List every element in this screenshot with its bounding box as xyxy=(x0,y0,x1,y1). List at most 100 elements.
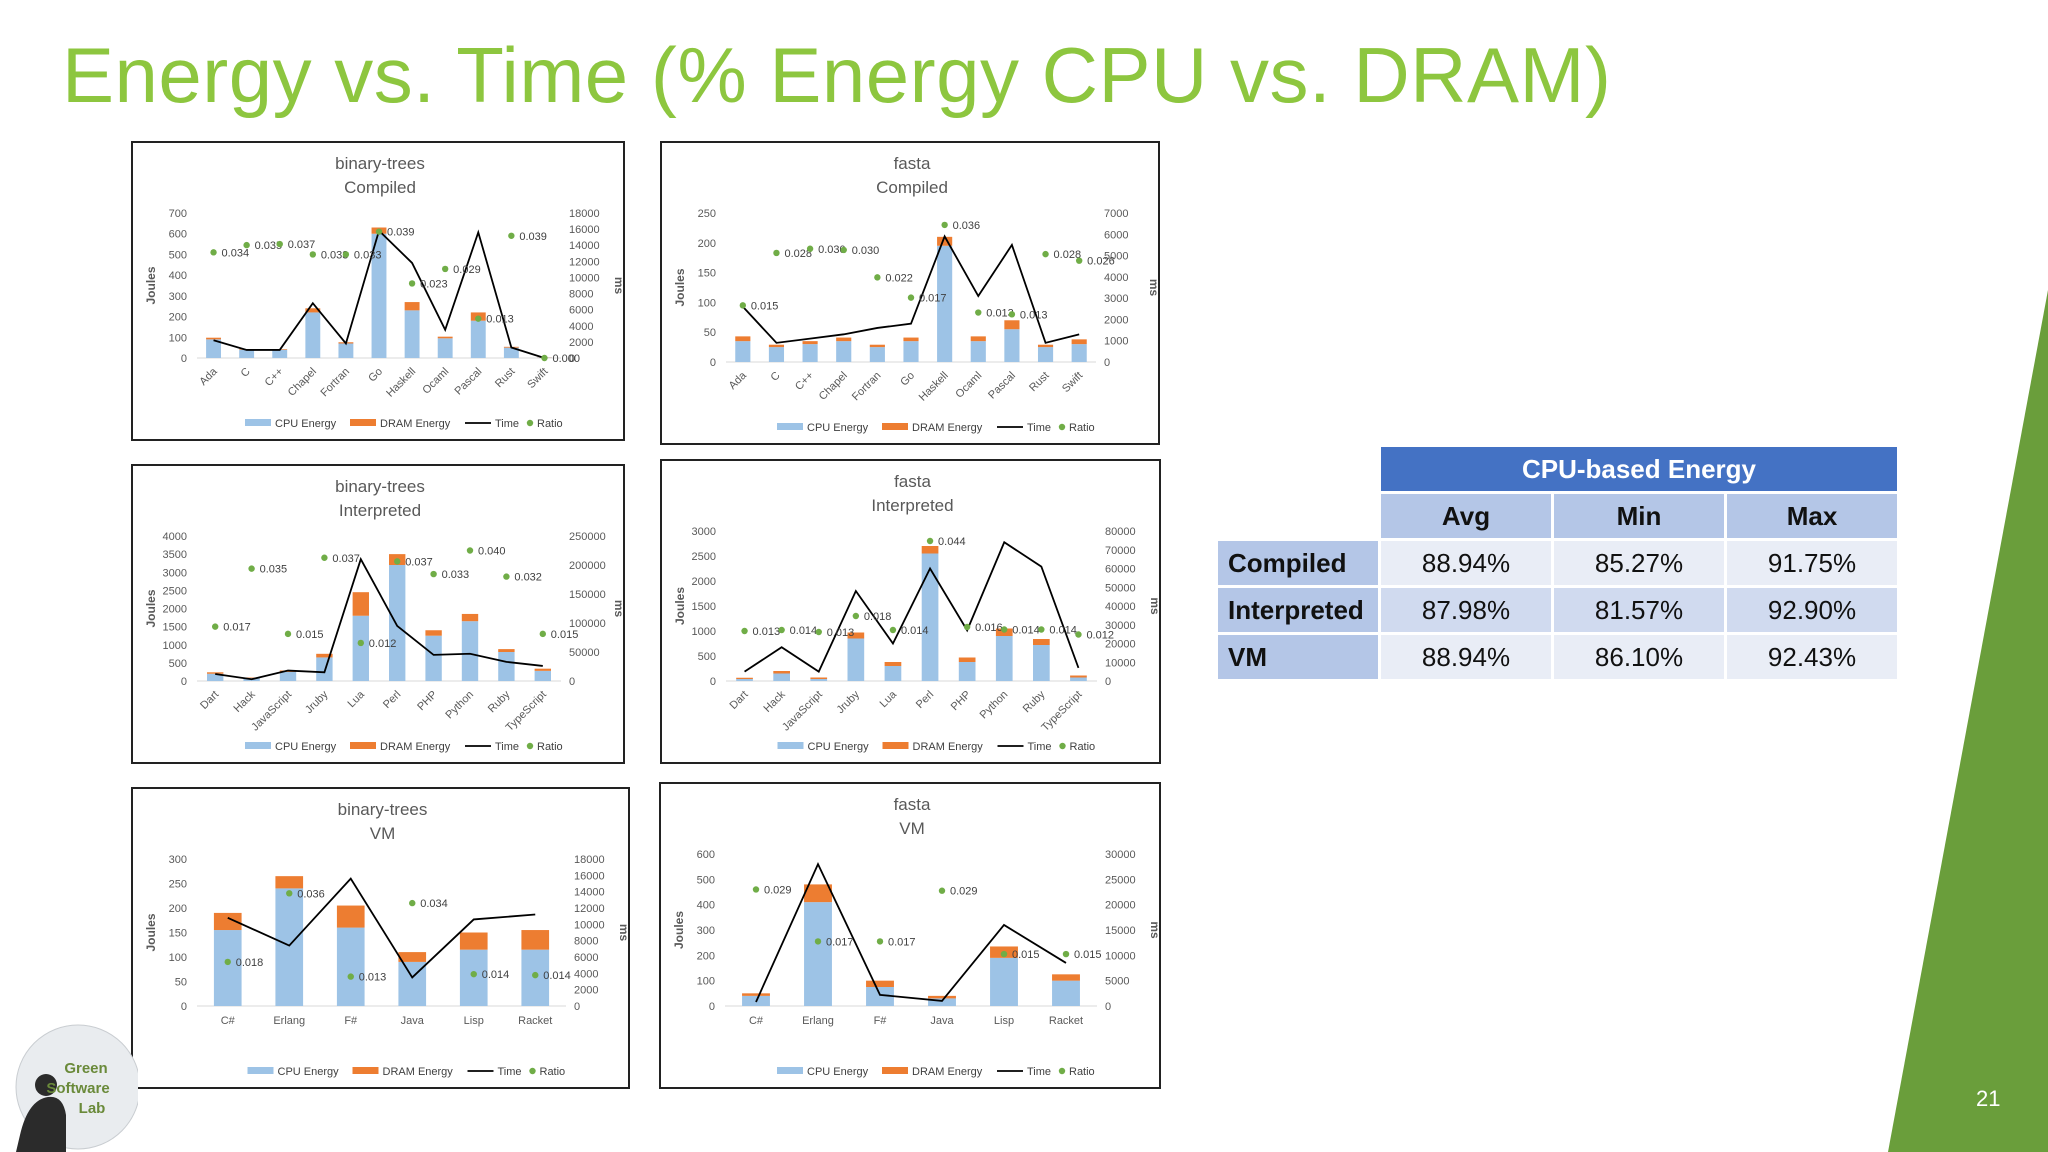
x-tick-label: Ada xyxy=(197,365,220,388)
x-tick-label: PHP xyxy=(949,689,973,713)
ratio-point xyxy=(1075,631,1082,638)
ratio-point xyxy=(1000,950,1008,958)
ratio-point xyxy=(470,970,477,978)
x-tick-label: Ruby xyxy=(486,688,513,715)
bar-dram-energy xyxy=(305,308,321,313)
x-tick-label: Pascal xyxy=(986,370,1018,402)
legend-ratio: Ratio xyxy=(540,1066,566,1078)
bar-cpu-energy xyxy=(810,679,828,681)
x-tick-label: C# xyxy=(749,1015,764,1027)
y-tick-label: 50 xyxy=(175,977,187,989)
legend-cpu-energy: CPU Energy xyxy=(275,418,337,430)
column-header-max: Max xyxy=(1727,494,1897,538)
ratio-data-label: 0.015 xyxy=(1012,949,1040,961)
bar-dram-energy xyxy=(928,995,956,999)
y2-tick-label: 100000 xyxy=(569,618,606,630)
y2-axis-title: ms xyxy=(612,600,626,618)
ratio-data-label: 0.037 xyxy=(332,553,360,565)
ratio-point xyxy=(926,537,934,545)
bar-dram-energy xyxy=(836,337,852,342)
y2-tick-label: 1000 xyxy=(1104,336,1128,348)
ratio-point xyxy=(212,623,219,630)
bar-cpu-energy xyxy=(990,957,1018,1006)
ratio-data-label: 0.014 xyxy=(790,625,818,637)
y2-tick-label: 14000 xyxy=(569,240,600,252)
x-tick-label: Fortran xyxy=(318,366,352,400)
ratio-data-label: 0.032 xyxy=(514,572,542,584)
y2-tick-label: 60000 xyxy=(1105,564,1136,576)
y2-tick-label: 10000 xyxy=(574,919,605,931)
ratio-data-label: 0.014 xyxy=(1012,625,1040,637)
legend-swatch-ratio xyxy=(529,1067,536,1075)
x-tick-label: Ada xyxy=(727,369,750,392)
x-tick-label: Rust xyxy=(493,366,517,390)
x-tick-label: JavaScript xyxy=(780,689,825,734)
ratio-point xyxy=(357,639,364,647)
bar-dram-energy xyxy=(810,677,828,679)
legend-ratio: Ratio xyxy=(537,418,563,430)
bar-cpu-energy xyxy=(206,339,221,358)
cell-avg: 87.98% xyxy=(1381,588,1551,632)
chart-binary-trees-vm: binary-trees VM Joules ms 0 50 100 150 200 250 300… xyxy=(131,787,631,1089)
bar-dram-energy xyxy=(425,630,442,636)
bar-cpu-energy xyxy=(736,679,753,681)
bar-cpu-energy xyxy=(768,347,785,362)
legend-dram-energy: DRAM Energy xyxy=(380,741,451,753)
y2-axis-title: ms xyxy=(1148,597,1162,615)
ratio-point xyxy=(248,565,255,572)
y-tick-label: 250 xyxy=(698,208,716,220)
y2-tick-label: 18000 xyxy=(574,854,605,866)
ratio-point xyxy=(466,547,474,554)
chart-binary-trees-compiled: binary-trees Compiled Joules ms 0 100 200 300 40… xyxy=(131,141,626,441)
ratio-data-label: 0.017 xyxy=(223,622,251,634)
y2-tick-label: 4000 xyxy=(569,321,593,333)
bar-dram-energy xyxy=(336,905,365,928)
y-tick-label: 500 xyxy=(697,874,715,886)
ratio-data-label: 0.013 xyxy=(486,314,514,326)
x-tick-label: Lisp xyxy=(464,1015,484,1027)
y-tick-label: 500 xyxy=(169,658,187,670)
chart-fasta-vm: fasta VM Joules ms 0 100 200 300 400 500 600 0 5000 1… xyxy=(659,782,1162,1089)
ratio-point xyxy=(907,294,915,301)
y2-tick-label: 10000 xyxy=(1105,657,1136,669)
ratio-data-label: 0.029 xyxy=(453,264,481,276)
bar-cpu-energy xyxy=(389,565,406,681)
ratio-data-label: 0.016 xyxy=(975,622,1003,634)
ratio-point xyxy=(224,958,231,966)
x-tick-label: Hack xyxy=(762,688,789,715)
y-tick-label: 2000 xyxy=(692,576,716,588)
ratio-point xyxy=(286,890,293,897)
x-tick-label: Python xyxy=(978,689,1011,722)
y-tick-label: 100 xyxy=(169,332,187,344)
bar-dram-energy xyxy=(404,302,420,311)
x-tick-label: Jruby xyxy=(834,688,862,716)
bar-cpu-energy xyxy=(773,673,790,681)
row-label: VM xyxy=(1218,635,1378,679)
legend-time: Time xyxy=(495,418,519,430)
page-number: 21 xyxy=(1976,1086,2001,1111)
y2-tick-label: 5000 xyxy=(1105,976,1129,988)
table-row: VM 88.94% 86.10% 92.43% xyxy=(1218,635,1897,679)
x-tick-label: Dart xyxy=(727,689,750,712)
legend-time: Time xyxy=(1028,741,1052,753)
chart-title-line-2: VM xyxy=(370,824,396,843)
y-tick-label: 1000 xyxy=(163,640,187,652)
bar-cpu-energy xyxy=(470,320,486,358)
bar-dram-energy xyxy=(243,677,260,679)
y-tick-label: 100 xyxy=(698,297,716,309)
x-tick-label: Ocaml xyxy=(420,366,451,397)
y2-tick-label: 6000 xyxy=(1104,229,1128,241)
bar-dram-energy xyxy=(742,993,770,996)
legend-cpu-energy: CPU Energy xyxy=(275,741,337,753)
ratio-point xyxy=(815,628,822,636)
chart-title-line-2: Interpreted xyxy=(339,501,421,520)
bar-dram-energy xyxy=(1071,339,1087,345)
x-tick-label: F# xyxy=(874,1015,888,1027)
legend-ratio: Ratio xyxy=(1070,741,1096,753)
ratio-data-label: 0.036 xyxy=(297,888,325,900)
chart-fasta-interpreted: fasta Interpreted Joules ms 0 500 1000 1500 2000… xyxy=(660,459,1162,764)
bar-cpu-energy xyxy=(1004,329,1020,362)
x-tick-label: Chapel xyxy=(817,370,850,403)
legend-cpu-energy: CPU Energy xyxy=(807,1066,869,1078)
y-tick-label: 50 xyxy=(704,327,716,339)
